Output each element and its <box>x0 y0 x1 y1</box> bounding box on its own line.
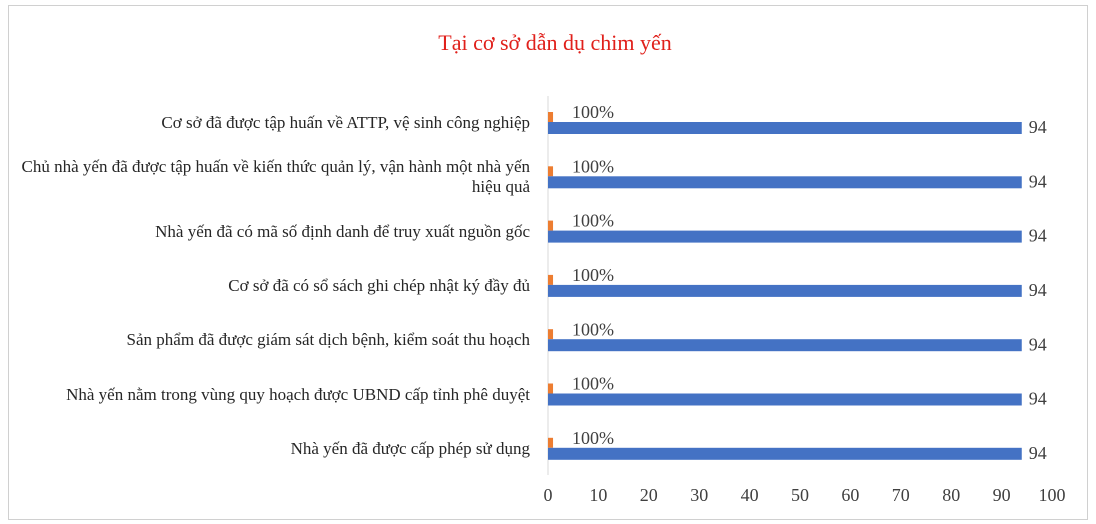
x-tick-label: 50 <box>791 485 809 505</box>
y-tick-label: Nhà yến đã có mã số định danh để truy xu… <box>155 221 530 241</box>
y-tick-label: Nhà yến nằm trong vùng quy hoạch được UB… <box>66 384 530 404</box>
x-tick-label: 100 <box>1039 485 1066 505</box>
value-label: 100% <box>572 211 614 231</box>
value-label: 94 <box>1029 171 1047 191</box>
value-label: 100% <box>572 102 614 122</box>
chart-title: Tại cơ sở dẫn dụ chim yến <box>438 30 671 55</box>
bar <box>548 339 1022 352</box>
bar <box>548 284 1022 297</box>
value-label: 94 <box>1029 443 1047 463</box>
value-label: 94 <box>1029 389 1047 409</box>
y-tick-label: Cơ sở đã được tập huấn về ATTP, vệ sinh … <box>161 113 530 132</box>
x-tick-label: 80 <box>942 485 960 505</box>
bar <box>548 329 554 340</box>
y-tick-label: Sản phẩm đã được giám sát dịch bệnh, kiể… <box>126 330 530 350</box>
value-label: 100% <box>572 156 614 176</box>
y-tick-label: Cơ sở đã có sổ sách ghi chép nhật ký đầy… <box>228 275 530 295</box>
value-label: 100% <box>572 374 614 394</box>
bar <box>548 383 554 394</box>
bar <box>548 437 554 448</box>
bar <box>548 122 1022 134</box>
x-tick-label: 60 <box>841 485 859 505</box>
x-tick-label: 20 <box>640 485 658 505</box>
bar <box>548 447 1022 460</box>
x-tick-label: 10 <box>589 485 607 505</box>
x-tick-label: 70 <box>892 485 910 505</box>
value-label: 94 <box>1029 117 1047 137</box>
bar <box>548 112 554 122</box>
y-tick-label: Chủ nhà yến đã được tập huấn về kiến thứ… <box>21 157 530 197</box>
x-tick-label: 90 <box>993 485 1011 505</box>
value-label: 94 <box>1029 226 1047 246</box>
value-label: 94 <box>1029 280 1047 300</box>
bar <box>548 393 1022 406</box>
value-label: 100% <box>572 428 614 448</box>
value-label: 100% <box>572 319 614 339</box>
bar <box>548 230 1022 243</box>
x-tick-label: 0 <box>544 485 553 505</box>
bar <box>548 274 554 285</box>
x-tick-label: 40 <box>741 485 759 505</box>
x-tick-label: 30 <box>690 485 708 505</box>
y-tick-label: Nhà yến đã được cấp phép sử dụng <box>290 438 530 458</box>
bar <box>548 166 554 177</box>
value-label: 94 <box>1029 334 1047 354</box>
bar <box>548 220 554 231</box>
value-label: 100% <box>572 265 614 285</box>
bar <box>548 176 1022 189</box>
